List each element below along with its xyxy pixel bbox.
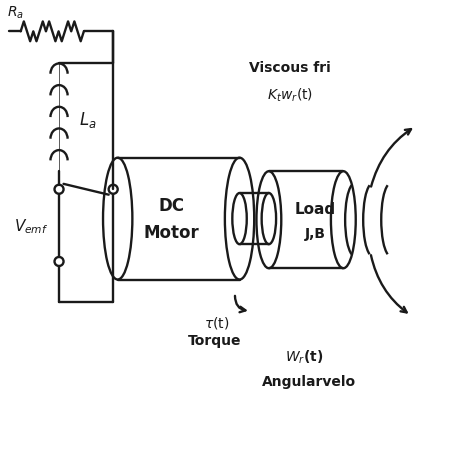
Text: $W_r$(t): $W_r$(t) [284,348,322,365]
Text: $K_t w_r$(t): $K_t w_r$(t) [266,87,312,104]
Text: J,B: J,B [304,227,325,241]
Text: Torque: Torque [188,334,241,348]
Text: $R_a$: $R_a$ [7,5,24,21]
Text: $\tau$(t): $\tau$(t) [204,315,229,331]
Text: $V_{emf}$: $V_{emf}$ [14,216,48,235]
Text: DC: DC [158,197,184,215]
Text: Load: Load [294,202,335,216]
Text: Angularvelo: Angularvelo [262,374,355,388]
Text: Motor: Motor [144,224,199,242]
Text: Viscous fri: Viscous fri [248,61,330,75]
Text: $L_a$: $L_a$ [79,110,97,130]
